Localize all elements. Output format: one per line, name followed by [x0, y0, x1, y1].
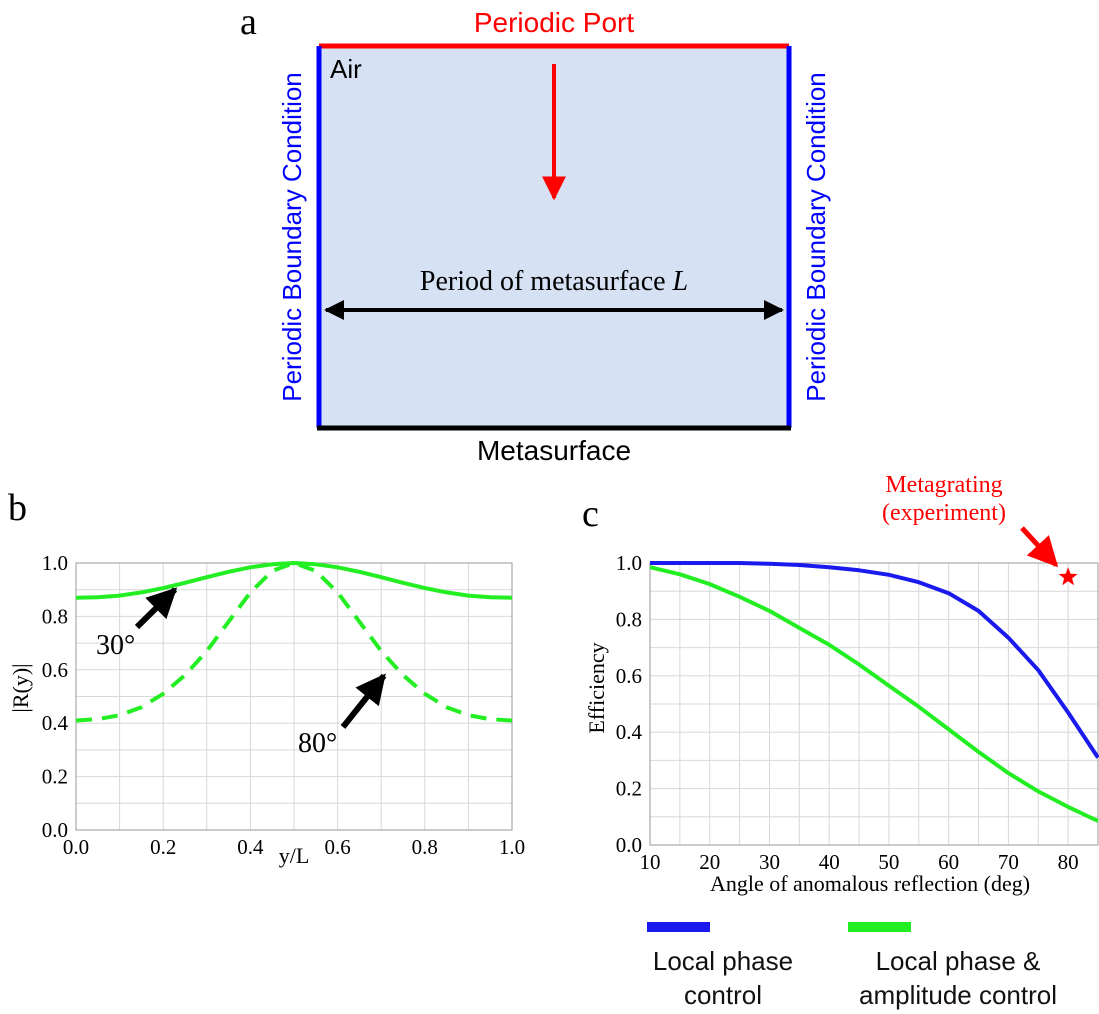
legend-swatch-amplitude	[848, 922, 911, 932]
panel-c-marker: Metagrating(experiment)	[882, 472, 1078, 586]
panel-c-label: c	[582, 493, 599, 535]
panel-b-ticks: 0.0 0.2 0.4 0.6 0.8 1.0 0.0 0.2 0.4 0.6 0.8 1.0	[42, 551, 525, 859]
panel-b-xtick-label: 0.4	[237, 835, 264, 859]
periodic-port-label: Periodic Port	[474, 7, 635, 38]
legend-swatch-phase	[647, 922, 710, 932]
panel-c-ytick-label: 0.0	[616, 833, 642, 857]
panel-c-xlabel: Angle of anomalous reflection (deg)	[710, 871, 1030, 896]
panel-b-ytick-label: 0.6	[42, 658, 68, 682]
panel-c: c 10 20 30 40 50 60 70 80 0.0 0.2 0.4 0.6 0.8 1.0 Met…	[582, 472, 1099, 896]
legend-label-amplitude-line-1: Local phase &	[875, 946, 1041, 976]
panel-c-series-line-2	[649, 565, 1099, 823]
metagrating-label-line-2: (experiment)	[882, 500, 1006, 526]
panel-a: a Periodic Port Air Period of metasurfac…	[240, 1, 831, 466]
panel-b-xtick-label: 0.2	[150, 835, 176, 859]
legend-label-phase-line-2: control	[683, 980, 763, 1010]
panel-b-xlabel: y/L	[279, 843, 310, 868]
panel-b-label: b	[8, 487, 27, 529]
panel-c-ytick-label: 0.4	[616, 720, 643, 744]
left-boundary-label: Periodic Boundary Condition	[277, 72, 307, 402]
panel-c-xtick-label: 30	[759, 850, 780, 874]
panel-c-xtick-label: 50	[878, 850, 899, 874]
panel-b-ytick-label: 0.0	[42, 818, 68, 842]
metagrating-star-icon	[1058, 567, 1078, 586]
air-label: Air	[330, 54, 362, 84]
legend-label-phase: Local phase control	[623, 944, 823, 1012]
panel-b-grid	[75, 562, 513, 831]
panel-b: b 0.0 0.2 0.4 0.6 0.8 1.0 0.0 0.2 0.4 0.6 0.8 1.0 3…	[8, 487, 525, 868]
legend-label-amplitude-line-2: amplitude control	[859, 980, 1057, 1010]
panel-b-ytick-label: 1.0	[42, 551, 68, 575]
legend-label-phase-line-1: Local phase	[652, 946, 794, 976]
annotation-arrow-80	[340, 673, 387, 729]
panel-c-ytick-label: 0.6	[616, 664, 642, 688]
metagrating-arrow	[1020, 526, 1059, 568]
panel-c-ytick-label: 1.0	[616, 551, 642, 575]
panel-c-grid	[649, 562, 1099, 846]
panel-c-xtick-label: 10	[640, 850, 661, 874]
period-label: Period of metasurface L	[420, 266, 688, 297]
right-boundary-label: Periodic Boundary Condition	[801, 72, 831, 402]
annotation-80-label: 80°	[298, 728, 337, 759]
panel-c-series	[649, 561, 1099, 823]
legend-label-amplitude: Local phase & amplitude control	[838, 944, 1078, 1012]
panel-b-ylabel: |R(y)|	[8, 663, 33, 712]
metasurface-label: Metasurface	[477, 435, 631, 466]
panel-c-ticks: 10 20 30 40 50 60 70 80 0.0 0.2 0.4 0.6 0.8 1.0	[616, 551, 1079, 874]
panel-b-ytick-label: 0.2	[42, 765, 68, 789]
panel-c-xtick-label: 80	[1058, 850, 1079, 874]
panel-a-label: a	[240, 1, 257, 43]
annotation-30-label: 30°	[96, 630, 135, 661]
panel-b-xtick-label: 1.0	[499, 835, 525, 859]
panel-c-ytick-label: 0.8	[616, 607, 642, 631]
metagrating-label-line-1: Metagrating	[885, 472, 1002, 498]
panel-c-xtick-label: 70	[998, 850, 1019, 874]
panel-c-frame	[649, 562, 1099, 846]
panel-b-xtick-label: 0.0	[63, 835, 89, 859]
panel-c-series-line-1	[650, 561, 1099, 759]
panel-c-ytick-label: 0.2	[616, 777, 642, 801]
panel-c-xtick-label: 40	[819, 850, 840, 874]
panel-b-ytick-label: 0.4	[42, 711, 69, 735]
panel-c-xtick-label: 60	[938, 850, 959, 874]
panel-b-annotations: 30° 80°	[96, 587, 387, 759]
panel-b-xtick-label: 0.8	[412, 835, 438, 859]
panel-b-xtick-label: 0.6	[324, 835, 350, 859]
panel-c-ylabel: Efficiency	[584, 642, 609, 733]
panel-c-xtick-label: 20	[699, 850, 720, 874]
panel-b-ytick-label: 0.8	[42, 604, 68, 628]
annotation-arrow-30	[134, 587, 178, 630]
